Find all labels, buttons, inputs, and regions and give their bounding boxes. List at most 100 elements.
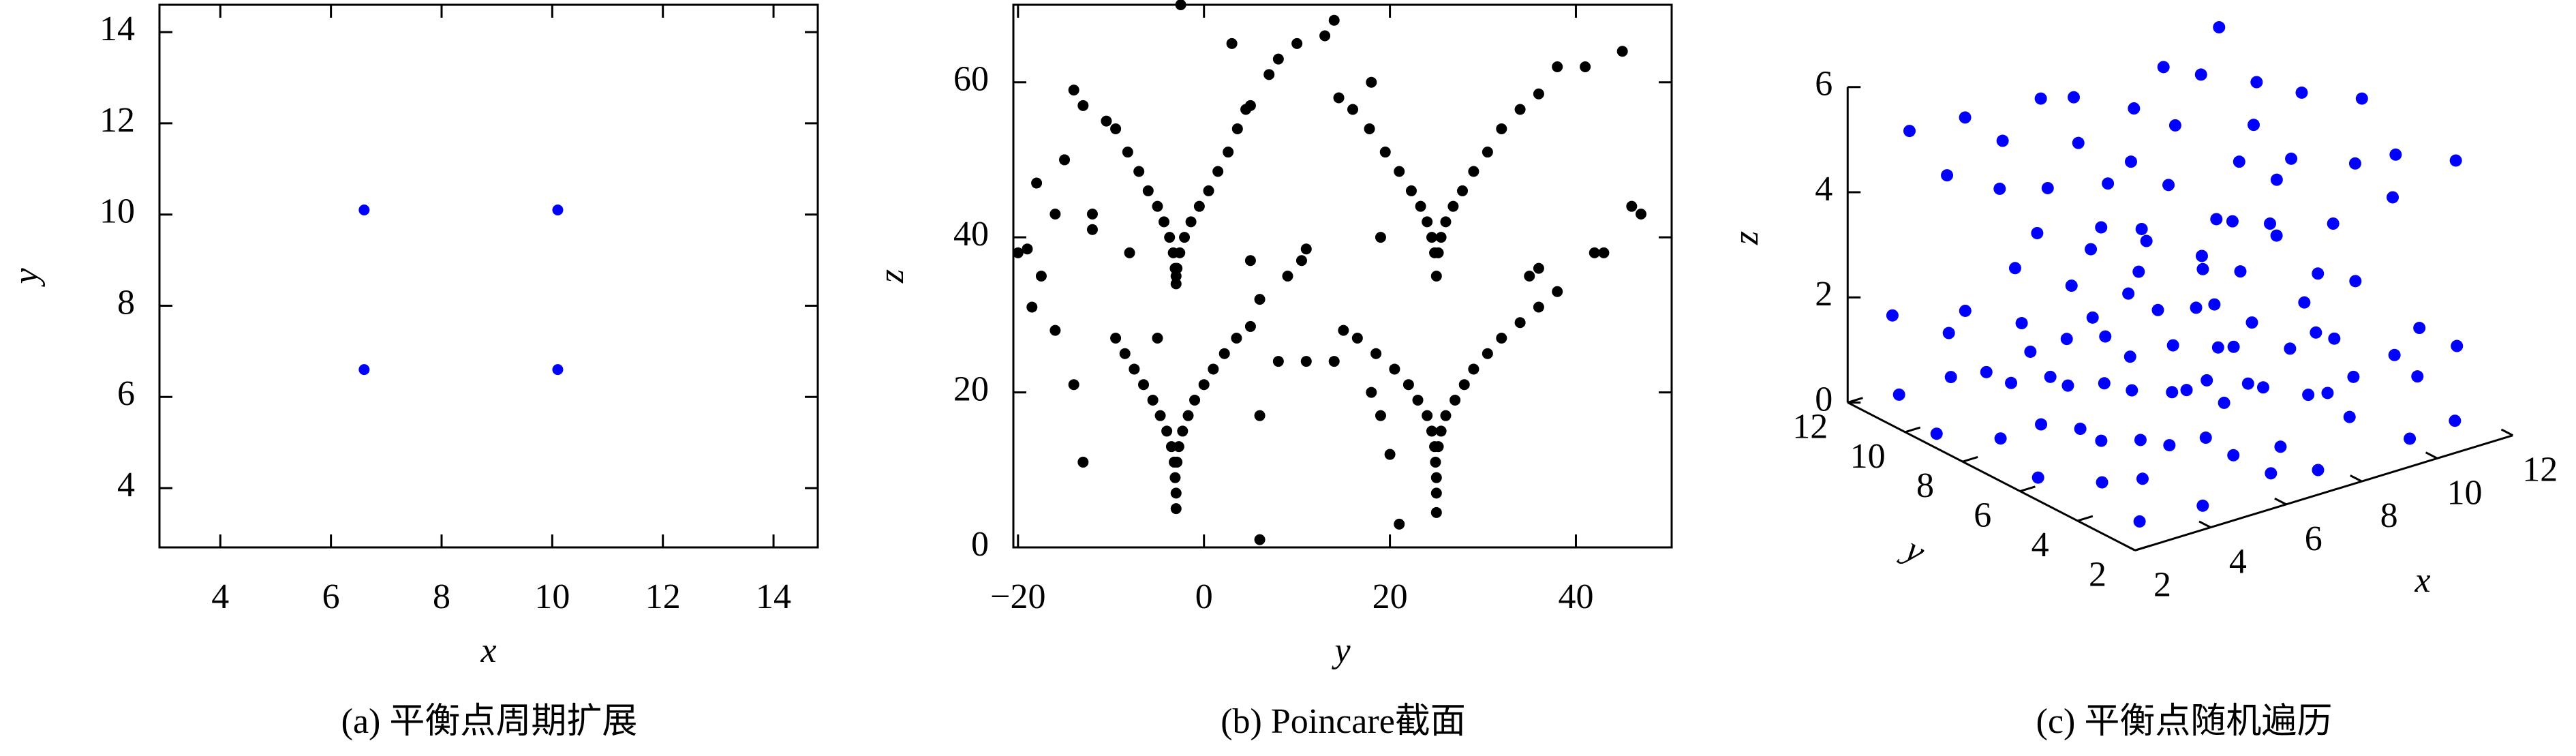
point bbox=[1635, 209, 1646, 220]
point bbox=[1426, 425, 1437, 437]
point bbox=[1942, 327, 1955, 339]
y-tick-label: 14 bbox=[99, 10, 135, 48]
point bbox=[2387, 191, 2399, 204]
caption: (a) 平衡点周期扩展 bbox=[341, 702, 638, 741]
point bbox=[1432, 441, 1444, 453]
point bbox=[2310, 326, 2322, 339]
point bbox=[1154, 410, 1166, 421]
x-tick-label: 8 bbox=[433, 577, 450, 616]
x-axis-label: y bbox=[1331, 631, 1351, 670]
x-tick-label: 40 bbox=[1558, 577, 1593, 616]
point bbox=[2134, 434, 2147, 447]
point bbox=[2163, 439, 2176, 452]
point bbox=[1012, 247, 1024, 258]
point bbox=[1244, 100, 1256, 111]
z-tick-label: 4 bbox=[1815, 170, 1833, 209]
point bbox=[2124, 155, 2137, 168]
point bbox=[1394, 166, 1405, 177]
point bbox=[2327, 217, 2340, 230]
point bbox=[1941, 169, 1954, 182]
point bbox=[1059, 154, 1071, 166]
point bbox=[2295, 86, 2308, 99]
y-tick-label: 40 bbox=[953, 215, 989, 254]
point bbox=[1552, 286, 1563, 297]
x-tick-label: 10 bbox=[534, 577, 570, 616]
point bbox=[1435, 425, 1447, 437]
point bbox=[358, 205, 370, 216]
x-axis-label: x bbox=[480, 631, 496, 670]
point bbox=[1384, 449, 1396, 460]
point bbox=[2298, 296, 2311, 309]
x-tick bbox=[2350, 474, 2363, 483]
point bbox=[1138, 379, 1150, 391]
point bbox=[2355, 92, 2368, 105]
point bbox=[358, 364, 370, 376]
point bbox=[2096, 476, 2109, 489]
point bbox=[1244, 320, 1256, 332]
point bbox=[1208, 363, 1219, 375]
point bbox=[2008, 262, 2021, 275]
point bbox=[1364, 123, 1375, 134]
point bbox=[2451, 339, 2464, 352]
point bbox=[1458, 379, 1470, 391]
point bbox=[2227, 340, 2240, 353]
point bbox=[1430, 472, 1442, 483]
x-tick-label: 14 bbox=[756, 577, 791, 616]
point bbox=[1291, 37, 1303, 49]
point bbox=[1430, 506, 1442, 518]
point bbox=[1338, 324, 1349, 336]
point bbox=[1886, 309, 1899, 322]
point bbox=[1189, 394, 1201, 406]
point bbox=[2233, 155, 2245, 168]
point bbox=[2196, 499, 2209, 512]
point bbox=[1068, 379, 1079, 391]
point bbox=[1412, 394, 1424, 406]
point bbox=[2208, 298, 2221, 311]
point bbox=[1430, 271, 1442, 282]
point bbox=[2194, 68, 2207, 81]
point bbox=[2195, 250, 2208, 262]
point bbox=[1049, 209, 1061, 220]
point bbox=[1370, 348, 1382, 359]
point bbox=[2201, 374, 2213, 387]
point bbox=[1892, 388, 1905, 401]
point bbox=[1468, 363, 1479, 375]
point bbox=[1164, 232, 1176, 243]
point bbox=[1496, 332, 1507, 344]
z-tick-label: 6 bbox=[1815, 65, 1833, 104]
point bbox=[2061, 379, 2074, 392]
point bbox=[1212, 166, 1224, 177]
point bbox=[1218, 348, 1230, 359]
caption: (c) 平衡点随机遍历 bbox=[2036, 702, 2333, 741]
point bbox=[1447, 200, 1459, 212]
y-axis-label: y bbox=[7, 268, 46, 288]
point bbox=[1223, 147, 1234, 158]
point bbox=[1133, 166, 1145, 177]
x-tick-label: 6 bbox=[322, 577, 340, 616]
point bbox=[1430, 456, 1441, 468]
point bbox=[2166, 386, 2179, 399]
point bbox=[1169, 472, 1181, 483]
point bbox=[1347, 104, 1359, 115]
point bbox=[1366, 76, 1377, 88]
point bbox=[2074, 423, 2087, 436]
y-axis-label: z bbox=[872, 269, 911, 284]
point bbox=[2067, 91, 2080, 104]
point bbox=[1415, 200, 1426, 212]
point bbox=[1179, 232, 1191, 243]
point bbox=[2099, 330, 2112, 343]
point bbox=[1351, 332, 1363, 344]
point bbox=[1300, 356, 1312, 367]
point bbox=[1426, 232, 1437, 243]
x-tick-label: 20 bbox=[1373, 577, 1408, 616]
point bbox=[1430, 487, 1442, 499]
point bbox=[1049, 324, 1061, 336]
point bbox=[1295, 255, 1307, 267]
point bbox=[1171, 262, 1183, 274]
point bbox=[2060, 333, 2073, 346]
x-tick-label: 6 bbox=[2305, 519, 2322, 558]
point bbox=[1930, 427, 1943, 440]
point bbox=[1514, 317, 1526, 329]
point bbox=[1026, 301, 1038, 313]
x-tick-label: 12 bbox=[2522, 451, 2558, 489]
